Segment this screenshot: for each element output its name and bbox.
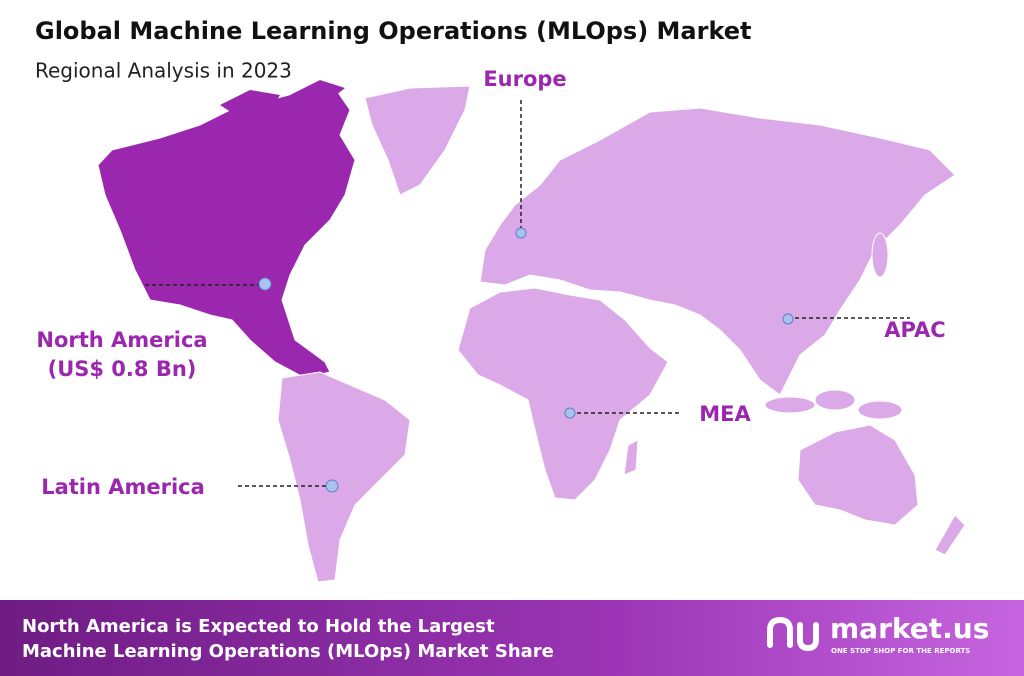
logo-shape [767, 616, 793, 648]
logo-icon [767, 616, 819, 652]
arctic-islands [220, 80, 345, 118]
subtitle: Regional Analysis in 2023 [35, 59, 292, 83]
marker [782, 313, 794, 325]
australia [797, 424, 919, 526]
marker [564, 407, 576, 419]
brand-tagline: ONE STOP SHOP FOR THE REPORTS [831, 647, 970, 655]
region-label: MEA [699, 402, 751, 426]
africa [457, 287, 669, 501]
brand-name: market.us [830, 612, 989, 645]
marker [515, 227, 527, 239]
title: Global Machine Learning Operations (MLOp… [35, 17, 752, 45]
marker [258, 277, 272, 291]
madagascar [623, 439, 639, 476]
island [857, 400, 903, 420]
region-label: Europe [483, 67, 566, 91]
island [814, 389, 856, 411]
footer-text: North America is Expected to Hold the La… [22, 616, 495, 637]
eurasia [479, 107, 956, 396]
region-value: (US$ 0.8 Bn) [48, 357, 197, 381]
region-label: APAC [884, 318, 945, 342]
footer-band [0, 600, 1024, 676]
footer-text: Machine Learning Operations (MLOps) Mark… [22, 641, 554, 662]
logo-shape [797, 622, 819, 652]
greenland [364, 85, 471, 196]
world-map [97, 80, 966, 583]
region-label: Latin America [41, 475, 205, 499]
south-america [277, 371, 411, 583]
callouts [145, 100, 910, 493]
region-label: North America [36, 328, 207, 352]
marker [325, 479, 339, 493]
island [871, 232, 889, 278]
island [764, 396, 816, 414]
new-zealand [934, 514, 966, 556]
